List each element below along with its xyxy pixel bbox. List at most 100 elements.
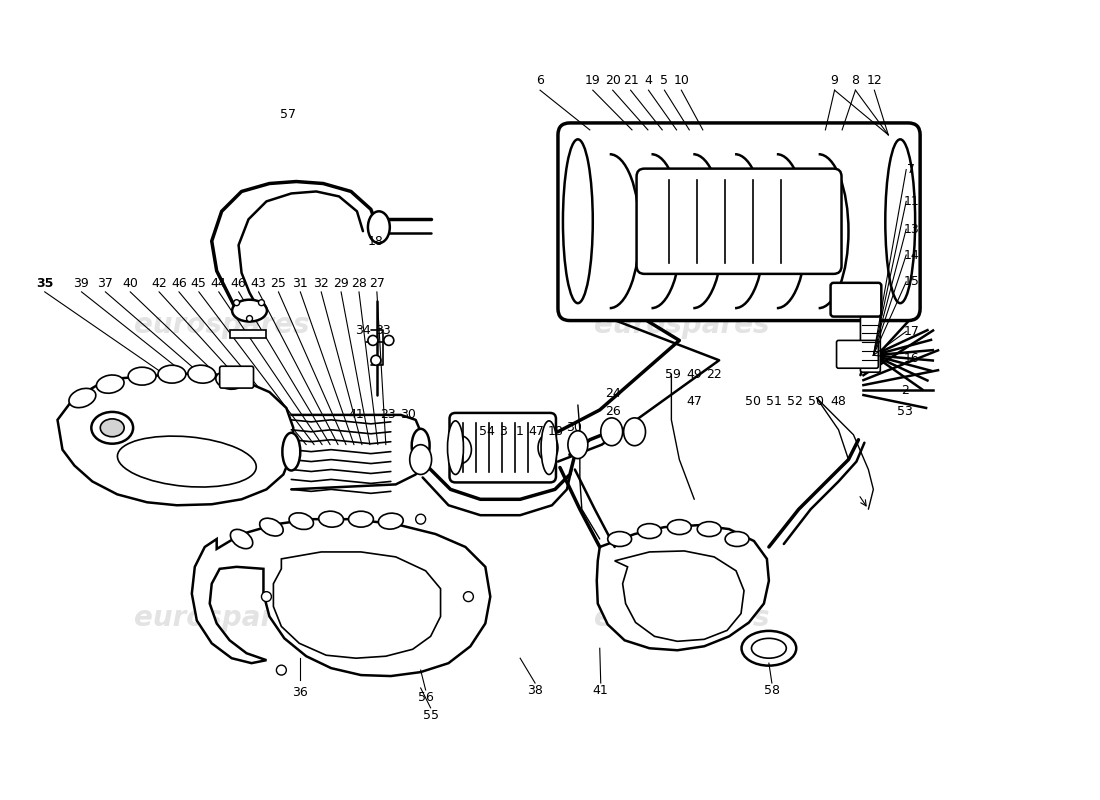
Text: 20: 20	[605, 74, 620, 86]
Text: 30: 30	[565, 422, 582, 434]
Text: 34: 34	[355, 324, 371, 337]
Ellipse shape	[118, 436, 256, 487]
Text: 17: 17	[903, 325, 920, 338]
Text: 9: 9	[830, 74, 838, 86]
Circle shape	[371, 355, 381, 366]
Ellipse shape	[886, 139, 915, 303]
Ellipse shape	[697, 522, 722, 537]
Ellipse shape	[607, 531, 631, 546]
Text: 4: 4	[645, 74, 652, 86]
Text: 51: 51	[766, 395, 782, 409]
Text: 13: 13	[903, 222, 918, 236]
Ellipse shape	[230, 530, 253, 549]
FancyBboxPatch shape	[637, 169, 842, 274]
Text: 25: 25	[271, 278, 286, 290]
Text: 31: 31	[293, 278, 308, 290]
Text: 12: 12	[867, 74, 882, 86]
Ellipse shape	[409, 445, 431, 474]
Text: 29: 29	[333, 278, 349, 290]
Ellipse shape	[367, 211, 389, 243]
Text: 47: 47	[686, 395, 702, 409]
Ellipse shape	[411, 429, 430, 462]
Ellipse shape	[563, 139, 593, 303]
Circle shape	[246, 315, 253, 322]
Text: 50: 50	[745, 395, 761, 409]
FancyBboxPatch shape	[450, 413, 556, 482]
Text: 16: 16	[903, 352, 918, 365]
Ellipse shape	[69, 388, 96, 408]
Ellipse shape	[97, 375, 124, 394]
Ellipse shape	[100, 419, 124, 437]
Polygon shape	[274, 552, 441, 658]
Ellipse shape	[128, 367, 156, 385]
Text: 54: 54	[480, 426, 495, 438]
FancyBboxPatch shape	[860, 309, 880, 372]
Circle shape	[233, 300, 240, 306]
Text: 59: 59	[666, 368, 681, 381]
Ellipse shape	[349, 511, 373, 527]
Text: 5: 5	[660, 74, 669, 86]
Text: 41: 41	[348, 408, 364, 422]
Text: 46: 46	[231, 278, 246, 290]
Text: 43: 43	[251, 278, 266, 290]
Ellipse shape	[378, 513, 404, 529]
Polygon shape	[230, 330, 266, 338]
FancyBboxPatch shape	[836, 286, 876, 313]
Ellipse shape	[541, 421, 557, 474]
Text: 24: 24	[605, 386, 620, 399]
Text: 19: 19	[585, 74, 601, 86]
Text: 49: 49	[686, 368, 702, 381]
Ellipse shape	[624, 418, 646, 446]
Ellipse shape	[568, 430, 587, 458]
Text: 10: 10	[673, 74, 690, 86]
Polygon shape	[597, 525, 769, 650]
Circle shape	[463, 592, 473, 602]
Text: 28: 28	[351, 278, 367, 290]
Text: 33: 33	[375, 324, 390, 337]
Text: 8: 8	[851, 74, 859, 86]
Text: 1: 1	[515, 426, 524, 438]
Text: 35: 35	[36, 278, 53, 290]
Ellipse shape	[91, 412, 133, 444]
Ellipse shape	[283, 433, 300, 470]
Text: 23: 23	[379, 408, 396, 422]
Text: 48: 48	[830, 395, 847, 409]
Polygon shape	[57, 373, 294, 506]
Text: 57: 57	[280, 109, 296, 122]
Text: 46: 46	[170, 278, 187, 290]
Circle shape	[384, 335, 394, 346]
Text: 32: 32	[314, 278, 329, 290]
Ellipse shape	[601, 418, 623, 446]
Text: 55: 55	[422, 710, 439, 722]
Text: 52: 52	[786, 395, 803, 409]
Text: 7: 7	[908, 163, 915, 176]
Circle shape	[258, 300, 264, 306]
FancyBboxPatch shape	[836, 341, 878, 368]
Ellipse shape	[158, 366, 186, 383]
Ellipse shape	[450, 436, 472, 463]
Text: 26: 26	[605, 406, 620, 418]
Text: 37: 37	[97, 278, 113, 290]
Text: 3: 3	[499, 426, 507, 438]
Ellipse shape	[668, 520, 691, 534]
Text: eurospares: eurospares	[594, 310, 769, 338]
Text: 56: 56	[418, 691, 433, 705]
Text: 14: 14	[903, 249, 918, 262]
Text: 39: 39	[74, 278, 89, 290]
Text: 15: 15	[903, 275, 920, 288]
FancyBboxPatch shape	[558, 123, 920, 321]
Text: eurospares: eurospares	[134, 605, 309, 633]
Text: 36: 36	[293, 686, 308, 699]
Text: 45: 45	[190, 278, 207, 290]
Ellipse shape	[448, 421, 463, 474]
Ellipse shape	[260, 518, 283, 536]
Ellipse shape	[638, 524, 661, 538]
FancyBboxPatch shape	[220, 366, 253, 388]
Ellipse shape	[725, 531, 749, 546]
Text: 53: 53	[898, 406, 913, 418]
Text: 47: 47	[528, 426, 544, 438]
Ellipse shape	[741, 631, 796, 666]
Ellipse shape	[216, 371, 243, 390]
Circle shape	[276, 665, 286, 675]
Text: eurospares: eurospares	[134, 310, 309, 338]
